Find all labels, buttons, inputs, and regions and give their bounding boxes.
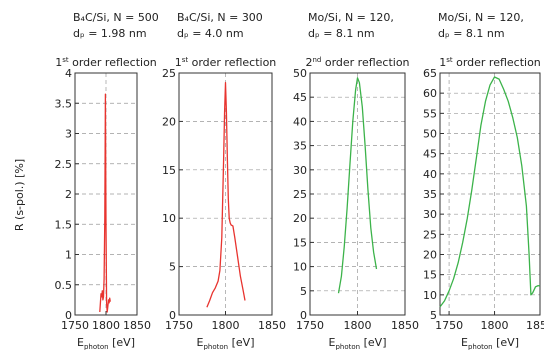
panel-header-line-1: B₄C/Si, N = 500 bbox=[73, 11, 159, 24]
y-tick-label: 0 bbox=[300, 309, 307, 322]
y-tick-label: 65 bbox=[423, 67, 437, 80]
y-tick-label: 25 bbox=[423, 228, 437, 241]
x-tick-label: 1800 bbox=[92, 319, 120, 332]
y-tick-label: 30 bbox=[293, 164, 307, 177]
x-tick-label: 1750 bbox=[296, 319, 324, 332]
x-tick-label: 1850 bbox=[526, 319, 544, 332]
y-axis-label: R (s-pol.) [%] bbox=[13, 159, 26, 231]
y-tick-label: 45 bbox=[423, 148, 437, 161]
panel-title: 1st order reflection bbox=[175, 56, 277, 69]
y-tick-label: 25 bbox=[293, 188, 307, 201]
y-tick-label: 3 bbox=[65, 128, 72, 141]
y-tick-label: 25 bbox=[162, 67, 176, 80]
y-tick-label: 1 bbox=[65, 249, 72, 262]
y-tick-label: 0.5 bbox=[55, 279, 73, 292]
series-line bbox=[439, 76, 541, 308]
panel-title: 1st order reflection bbox=[439, 56, 541, 69]
y-tick-label: 10 bbox=[423, 289, 437, 302]
panel-header-line-1: Mo/Si, N = 120, bbox=[438, 11, 524, 24]
y-tick-label: 0 bbox=[65, 309, 72, 322]
panel-header-line-2: dₚ = 8.1 nm bbox=[438, 27, 505, 40]
y-tick-label: 20 bbox=[293, 212, 307, 225]
x-tick-label: 1800 bbox=[212, 319, 240, 332]
panel-title: 1st order reflection bbox=[55, 56, 157, 69]
y-tick-label: 2 bbox=[65, 188, 72, 201]
x-axis-label: Ephoton [eV] bbox=[461, 336, 519, 350]
y-tick-label: 15 bbox=[423, 269, 437, 282]
y-tick-label: 3.5 bbox=[55, 97, 73, 110]
panel-title: 2nd order reflection bbox=[305, 56, 409, 69]
x-tick-label: 1750 bbox=[61, 319, 89, 332]
series-line bbox=[206, 82, 246, 308]
x-tick-label: 1850 bbox=[391, 319, 419, 332]
y-tick-label: 1.5 bbox=[55, 218, 73, 231]
y-tick-label: 40 bbox=[423, 168, 437, 181]
y-tick-label: 30 bbox=[423, 208, 437, 221]
x-tick-label: 1850 bbox=[123, 319, 151, 332]
y-tick-label: 60 bbox=[423, 87, 437, 100]
x-tick-label: 1750 bbox=[435, 319, 463, 332]
y-tick-label: 5 bbox=[300, 285, 307, 298]
panel-header-line-1: Mo/Si, N = 120, bbox=[308, 11, 394, 24]
panel-2: B₄C/Si, N = 300 dₚ = 4.0 nm 1st order refl… bbox=[162, 11, 286, 350]
y-tick-label: 4 bbox=[65, 67, 72, 80]
panel-header-line-1: B₄C/Si, N = 300 bbox=[177, 11, 263, 24]
y-tick-label: 15 bbox=[293, 236, 307, 249]
y-tick-label: 45 bbox=[293, 91, 307, 104]
x-tick-label: 1800 bbox=[481, 319, 509, 332]
y-tick-label: 55 bbox=[423, 107, 437, 120]
x-tick-label: 1850 bbox=[258, 319, 286, 332]
series-line bbox=[99, 93, 111, 313]
y-tick-label: 15 bbox=[162, 164, 176, 177]
y-tick-label: 35 bbox=[423, 188, 437, 201]
y-tick-label: 2.5 bbox=[55, 158, 73, 171]
x-axis-label: Ephoton [eV] bbox=[197, 336, 255, 350]
y-tick-label: 40 bbox=[293, 115, 307, 128]
x-tick-label: 1800 bbox=[344, 319, 372, 332]
panel-header-line-2: dₚ = 8.1 nm bbox=[308, 27, 375, 40]
y-tick-label: 20 bbox=[423, 249, 437, 262]
y-tick-label: 20 bbox=[162, 115, 176, 128]
panel-header-line-2: dₚ = 4.0 nm bbox=[177, 27, 244, 40]
y-tick-label: 0 bbox=[169, 309, 176, 322]
y-tick-label: 5 bbox=[430, 309, 437, 322]
y-tick-label: 50 bbox=[423, 128, 437, 141]
y-tick-label: 10 bbox=[162, 212, 176, 225]
x-axis-label: Ephoton [eV] bbox=[77, 336, 135, 350]
x-axis-label: Ephoton [eV] bbox=[329, 336, 387, 350]
panel-header-line-2: dₚ = 1.98 nm bbox=[73, 27, 147, 40]
y-tick-label: 5 bbox=[169, 261, 176, 274]
panel-4: Mo/Si, N = 120, dₚ = 8.1 nm 1st order refl… bbox=[423, 11, 544, 350]
x-tick-label: 1750 bbox=[165, 319, 193, 332]
y-tick-label: 35 bbox=[293, 140, 307, 153]
panel-3: Mo/Si, N = 120, dₚ = 8.1 nm 2nd order refl… bbox=[293, 11, 419, 350]
y-tick-label: 10 bbox=[293, 261, 307, 274]
series-line bbox=[337, 77, 378, 294]
panel-1: B₄C/Si, N = 500 dₚ = 1.98 nm 1st order ref… bbox=[55, 11, 159, 350]
y-tick-label: 50 bbox=[293, 67, 307, 80]
